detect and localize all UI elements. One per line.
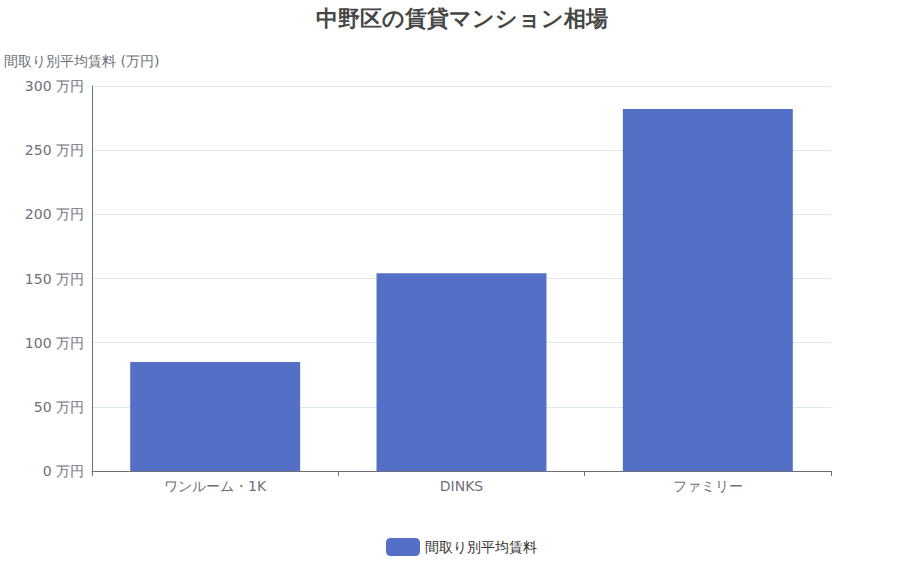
- svg-text:100 万円: 100 万円: [25, 335, 84, 351]
- svg-text:300 万円: 300 万円: [25, 78, 84, 94]
- svg-text:ファミリー: ファミリー: [673, 478, 743, 494]
- svg-text:間取り別平均賃料: 間取り別平均賃料: [425, 539, 537, 555]
- svg-text:0 万円: 0 万円: [43, 463, 84, 479]
- svg-text:中野区の賃貸マンション相場: 中野区の賃貸マンション相場: [316, 6, 608, 31]
- svg-text:DINKS: DINKS: [440, 478, 484, 494]
- svg-text:間取り別平均賃料 (万円): 間取り別平均賃料 (万円): [4, 53, 159, 69]
- svg-text:50 万円: 50 万円: [34, 399, 84, 415]
- svg-text:150 万円: 150 万円: [25, 271, 84, 287]
- svg-text:ワンルーム・1K: ワンルーム・1K: [164, 478, 267, 494]
- svg-text:250 万円: 250 万円: [25, 142, 84, 158]
- svg-text:200 万円: 200 万円: [25, 206, 84, 222]
